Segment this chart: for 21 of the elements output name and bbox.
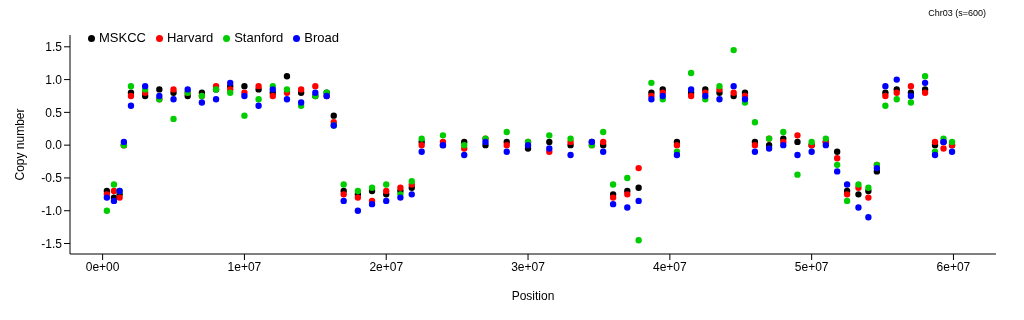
legend-label: Broad [304,30,340,45]
legend-label: Stanford [234,30,284,45]
x-tick-label: 3e+07 [511,259,546,274]
x-tick-label: 6e+07 [936,259,971,274]
y-tick-label: -1.5 [41,236,63,251]
x-tick-label: 1e+07 [227,259,262,274]
text: Chr03 (s=600) [928,8,986,18]
y-tick-label: 1.0 [45,72,63,87]
x-axis-title: Position [511,289,555,303]
y-tick-label: 1.5 [45,40,63,55]
x-tick-label: 4e+07 [652,259,688,274]
legend-label: MSKCC [99,30,146,45]
y-tick-label: 0.5 [45,105,63,120]
x-tick-label: 0e+00 [85,259,120,274]
y-tick-label: -0.5 [41,171,63,186]
legend-label: Harvard [166,30,214,45]
x-tick-label: 2e+07 [369,259,404,274]
y-tick-label: -1.0 [41,203,63,218]
y-tick-label: 0.0 [45,138,63,153]
y-axis-title: Copy number [13,108,28,181]
x-tick-label: 5e+07 [794,259,829,274]
